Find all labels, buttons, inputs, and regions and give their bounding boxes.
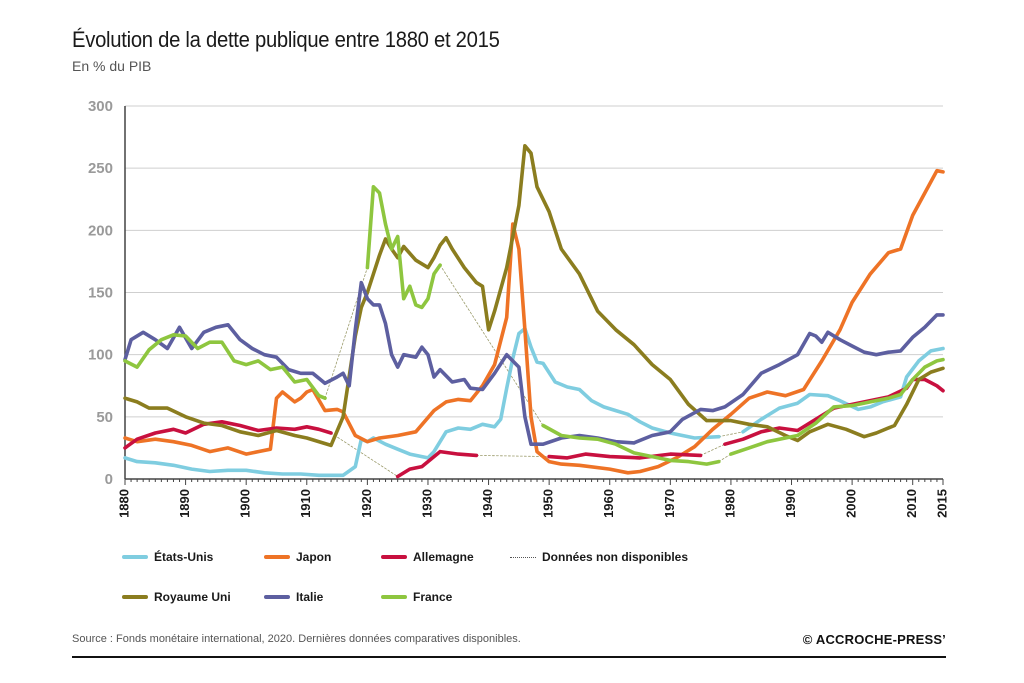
legend-label-uk: Royaume Uni bbox=[154, 590, 231, 604]
series-line-allemagne bbox=[723, 377, 945, 446]
x-tick-label: 1930 bbox=[419, 489, 434, 518]
legend-swatch-japan bbox=[264, 555, 290, 559]
y-tick-label: 150 bbox=[88, 285, 113, 302]
x-tick-label: 1970 bbox=[662, 489, 677, 518]
x-tick-label: 2015 bbox=[934, 489, 949, 518]
legend-swatch-uk bbox=[122, 595, 148, 599]
x-tick-label: 2000 bbox=[844, 489, 859, 518]
series-line-donn-es-non-disponibles bbox=[324, 267, 368, 399]
axes: 0 50 100 150 200 250 300 1880 1890 1900 1910 1920 19… bbox=[88, 98, 949, 518]
chart-title: Évolution de la dette publique entre 188… bbox=[72, 27, 500, 52]
footer-rule bbox=[72, 656, 946, 658]
x-tick-label: 1890 bbox=[177, 489, 192, 518]
legend-item-germany: Allemagne bbox=[381, 550, 474, 564]
credit: © ACCROCHE-PRESS’ bbox=[802, 632, 946, 647]
x-tick-label: 1920 bbox=[359, 489, 374, 518]
series-lines bbox=[123, 144, 945, 479]
x-tick-label: 1940 bbox=[480, 489, 495, 518]
x-tick-label: 1990 bbox=[783, 489, 798, 518]
grid-lines bbox=[125, 105, 943, 418]
chart-subtitle: En % du PIB bbox=[72, 58, 152, 74]
x-tick-label: 1960 bbox=[601, 489, 616, 518]
series-line-france bbox=[123, 333, 327, 400]
legend-item-na: Données non disponibles bbox=[510, 550, 688, 564]
legend-item-japan: Japon bbox=[264, 550, 331, 564]
y-tick-label: 300 bbox=[88, 98, 113, 115]
series-line-donn-es-non-disponibles bbox=[330, 432, 399, 477]
series-line-france bbox=[541, 423, 721, 466]
series-line-donn-es-non-disponibles bbox=[718, 453, 732, 462]
legend-label-japan: Japon bbox=[296, 550, 332, 564]
legend-swatch-usa bbox=[122, 555, 148, 559]
legend-item-france: France bbox=[381, 590, 452, 604]
series-line-allemagne bbox=[547, 452, 703, 460]
series-line-france bbox=[729, 357, 945, 456]
y-tick-label: 250 bbox=[88, 160, 113, 177]
source-note: Source : Fonds monétaire international, … bbox=[72, 633, 521, 645]
series-line-donn-es-non-disponibles bbox=[718, 431, 744, 438]
y-tick-label: 100 bbox=[88, 347, 113, 364]
x-tick-label: 1880 bbox=[116, 489, 131, 518]
series-line-japon bbox=[123, 168, 945, 475]
x-tick-label: 1950 bbox=[541, 489, 556, 518]
x-tick-label: 2010 bbox=[904, 489, 919, 518]
legend-label-na: Données non disponibles bbox=[542, 550, 689, 564]
legend-label-germany: Allemagne bbox=[413, 550, 474, 564]
legend-item-usa: États-Unis bbox=[122, 550, 213, 564]
series-line-donn-es-non-disponibles bbox=[476, 455, 550, 457]
series-line-allemagne bbox=[123, 420, 333, 450]
y-tick-label: 200 bbox=[88, 222, 113, 239]
series-line-donn-es-non-disponibles bbox=[700, 443, 726, 456]
legend-swatch-france bbox=[381, 595, 407, 599]
legend-swatch-germany bbox=[381, 555, 407, 559]
legend-label-italy: Italie bbox=[296, 590, 324, 604]
series-line-france bbox=[365, 185, 442, 310]
series-line--tats-unis bbox=[741, 346, 945, 434]
legend-swatch-italy bbox=[264, 595, 290, 599]
series-line-allemagne bbox=[395, 449, 479, 479]
series-line--tats-unis bbox=[123, 326, 721, 478]
legend-label-usa: États-Unis bbox=[154, 550, 214, 564]
series-line-royaume-uni bbox=[123, 144, 945, 448]
legend-swatch-na bbox=[510, 556, 536, 558]
legend-item-uk: Royaume Uni bbox=[122, 590, 231, 604]
series-line-italie bbox=[123, 280, 945, 446]
series-line-donn-es-non-disponibles bbox=[439, 264, 544, 426]
x-tick-label: 1980 bbox=[722, 489, 737, 518]
y-tick-label: 50 bbox=[96, 409, 113, 426]
x-tick-label: 1910 bbox=[298, 489, 313, 518]
legend-label-france: France bbox=[413, 590, 453, 604]
legend-item-italy: Italie bbox=[264, 590, 323, 604]
y-tick-label: 0 bbox=[105, 471, 113, 488]
x-tick-label: 1900 bbox=[238, 489, 253, 518]
